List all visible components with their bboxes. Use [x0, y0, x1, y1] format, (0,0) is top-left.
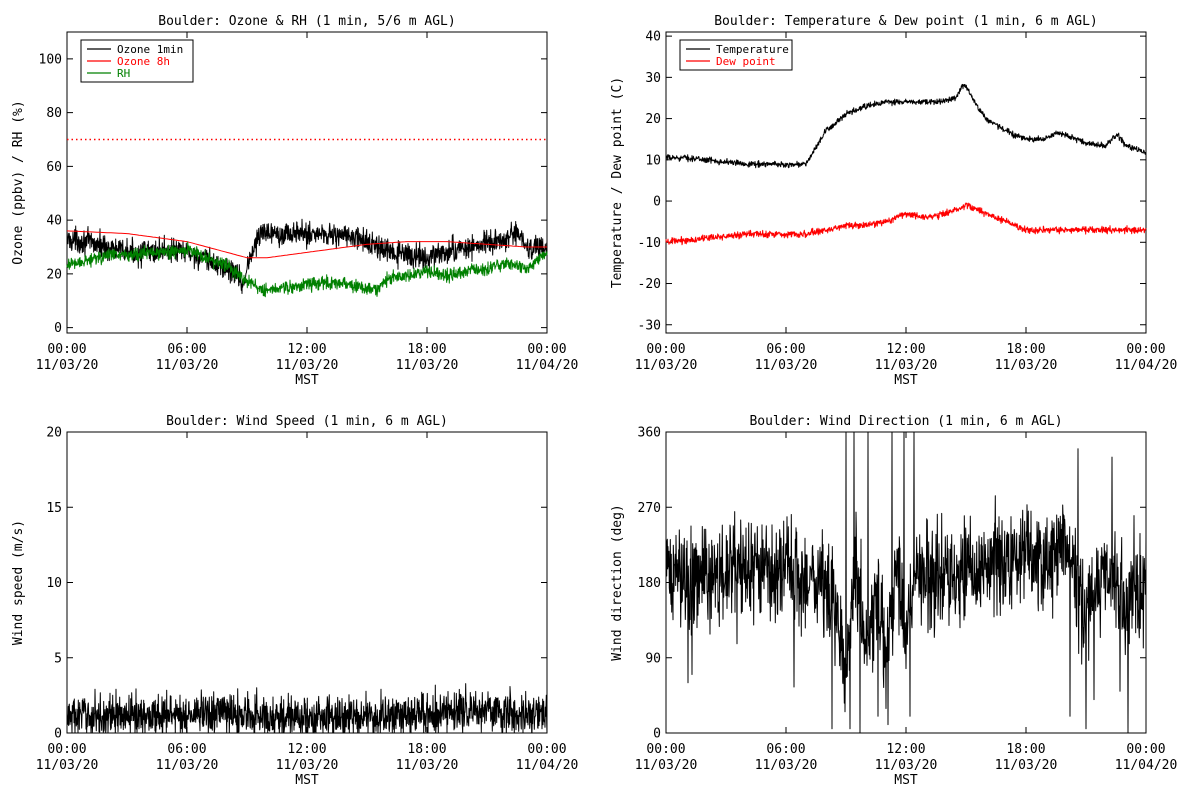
- temperature-dewpoint-ytick-label: 10: [645, 153, 661, 168]
- temperature-dewpoint-ytick-label: -10: [638, 236, 661, 251]
- wind-speed-xtick-date: 11/03/20: [36, 758, 99, 773]
- wind-speed-ytick-label: 0: [54, 727, 62, 742]
- ozone-rh-ytick-label: 80: [46, 106, 62, 121]
- wind-speed-ytick-label: 20: [46, 426, 62, 441]
- wind-speed-xtick-date: 11/03/20: [276, 758, 339, 773]
- wind-speed-xtick-time: 00:00: [47, 742, 86, 757]
- temperature-dewpoint-ytick-label: 20: [645, 112, 661, 127]
- wind-speed-xtick-time: 00:00: [527, 742, 566, 757]
- ozone-rh-series-rh: [66, 241, 548, 298]
- wind-speed-ytick-label: 15: [46, 501, 62, 516]
- wind-speed-panel: Boulder: Wind Speed (1 min, 6 m AGL) 0 5 10…: [11, 414, 578, 788]
- temperature-dewpoint-legend-label: Dew point: [716, 55, 776, 68]
- temperature-dewpoint-ylabel: Temperature / Dew point (C): [610, 77, 625, 288]
- wind-direction-ytick-label: 0: [653, 727, 661, 742]
- wind-direction-xtick-date: 11/03/20: [875, 758, 938, 773]
- wind-direction-series-data: [665, 431, 1147, 734]
- temperature-dewpoint-legend-label: Temperature: [716, 43, 789, 56]
- wind-direction-xtick-time: 00:00: [1126, 742, 1165, 757]
- ozone-rh-xtick-time: 00:00: [47, 342, 86, 357]
- ozone-rh-ytick-label: 20: [46, 267, 62, 282]
- temperature-dewpoint-xtick-date: 11/03/20: [875, 358, 938, 373]
- wind-direction-xtick-date: 11/03/20: [755, 758, 818, 773]
- temperature-dewpoint-xtick-date: 11/03/20: [635, 358, 698, 373]
- wind-direction-ytick-label: 180: [638, 576, 661, 591]
- temperature-dewpoint-xtick-date: 11/03/20: [755, 358, 818, 373]
- wind-direction-xtick-time: 00:00: [646, 742, 685, 757]
- ozone-rh-ytick-label: 0: [54, 321, 62, 336]
- wind-speed-xtick-date: 11/03/20: [396, 758, 459, 773]
- temperature-dewpoint-xtick-time: 12:00: [886, 342, 925, 357]
- temperature-dewpoint-xtick-date: 11/04/20: [1115, 358, 1178, 373]
- wind-speed-xtick-date: 11/03/20: [156, 758, 219, 773]
- wind-direction-xtick-date: 11/04/20: [1115, 758, 1178, 773]
- ozone-rh-legend-label: Ozone 8h: [117, 55, 170, 68]
- temperature-dewpoint-series-temperature: [665, 83, 1147, 169]
- wind-direction-panel: Boulder: Wind Direction (1 min, 6 m AGL)…: [610, 414, 1177, 788]
- temperature-dewpoint-plot-frame: [665, 31, 1147, 334]
- wind-direction-ylabel: Wind direction (deg): [610, 504, 625, 661]
- wind-speed-series-data: [66, 683, 548, 734]
- temperature-dewpoint-title: Boulder: Temperature & Dew point (1 min,…: [714, 14, 1098, 29]
- ozone-rh-ytick-label: 100: [39, 52, 62, 67]
- temperature-dewpoint-series-dew-point: [665, 202, 1147, 246]
- temperature-dewpoint-xlabel: MST: [894, 373, 918, 388]
- ozone-rh-xtick-time: 00:00: [527, 342, 566, 357]
- temperature-dewpoint-ytick-label: 30: [645, 71, 661, 86]
- temperature-dewpoint-xtick-time: 00:00: [646, 342, 685, 357]
- wind-direction-xtick-date: 11/03/20: [635, 758, 698, 773]
- temperature-dewpoint-xtick-time: 06:00: [766, 342, 805, 357]
- ozone-rh-panel: Boulder: Ozone & RH (1 min, 5/6 m AGL) 0 2…: [11, 14, 578, 388]
- wind-direction-xtick-time: 12:00: [886, 742, 925, 757]
- ozone-rh-xtick-date: 11/03/20: [396, 358, 459, 373]
- temperature-dewpoint-xtick-time: 18:00: [1006, 342, 1045, 357]
- ozone-rh-xtick-time: 12:00: [287, 342, 326, 357]
- temperature-dewpoint-ytick-label: -30: [638, 318, 661, 333]
- wind-speed-title: Boulder: Wind Speed (1 min, 6 m AGL): [166, 414, 448, 429]
- ozone-rh-legend-label: RH: [117, 67, 130, 80]
- ozone-rh-ylabel: Ozone (ppbv) / RH (%): [11, 100, 26, 264]
- temperature-dewpoint-ytick-label: -20: [638, 277, 661, 292]
- wind-direction-xtick-time: 18:00: [1006, 742, 1045, 757]
- wind-speed-xtick-time: 06:00: [167, 742, 206, 757]
- ozone-rh-xtick-time: 18:00: [407, 342, 446, 357]
- wind-direction-xlabel: MST: [894, 773, 918, 788]
- ozone-rh-xtick-date: 11/03/20: [276, 358, 339, 373]
- ozone-rh-xlabel: MST: [295, 373, 319, 388]
- wind-speed-ytick-label: 10: [46, 576, 62, 591]
- temperature-dewpoint-xtick-date: 11/03/20: [995, 358, 1058, 373]
- temperature-dewpoint-panel: Boulder: Temperature & Dew point (1 min,…: [610, 14, 1177, 388]
- wind-speed-ytick-label: 5: [54, 651, 62, 666]
- ozone-rh-series-ozone-8h: [66, 230, 547, 259]
- ozone-rh-xtick-date: 11/03/20: [36, 358, 99, 373]
- wind-direction-ytick-label: 360: [638, 426, 661, 441]
- wind-speed-xtick-date: 11/04/20: [516, 758, 579, 773]
- ozone-rh-xtick-date: 11/03/20: [156, 358, 219, 373]
- ozone-rh-xtick-date: 11/04/20: [516, 358, 579, 373]
- wind-speed-ylabel: Wind speed (m/s): [11, 520, 26, 645]
- wind-speed-xtick-time: 18:00: [407, 742, 446, 757]
- temperature-dewpoint-legend-box: [679, 39, 793, 71]
- ozone-rh-ytick-label: 60: [46, 160, 62, 175]
- ozone-rh-ytick-label: 40: [46, 214, 62, 229]
- temperature-dewpoint-xtick-time: 00:00: [1126, 342, 1165, 357]
- wind-direction-title: Boulder: Wind Direction (1 min, 6 m AGL): [749, 414, 1062, 429]
- wind-direction-xtick-date: 11/03/20: [995, 758, 1058, 773]
- temperature-dewpoint-ytick-label: 0: [653, 195, 661, 210]
- wind-direction-xtick-time: 06:00: [766, 742, 805, 757]
- temperature-dewpoint-ytick-label: 40: [645, 30, 661, 45]
- ozone-rh-legend-label: Ozone 1min: [117, 43, 183, 56]
- wind-direction-ytick-label: 90: [645, 651, 661, 666]
- wind-speed-plot-frame: [66, 431, 548, 734]
- wind-speed-xlabel: MST: [295, 773, 319, 788]
- ozone-rh-title: Boulder: Ozone & RH (1 min, 5/6 m AGL): [158, 14, 455, 29]
- ozone-rh-xtick-time: 06:00: [167, 342, 206, 357]
- wind-speed-xtick-time: 12:00: [287, 742, 326, 757]
- wind-direction-ytick-label: 270: [638, 501, 661, 516]
